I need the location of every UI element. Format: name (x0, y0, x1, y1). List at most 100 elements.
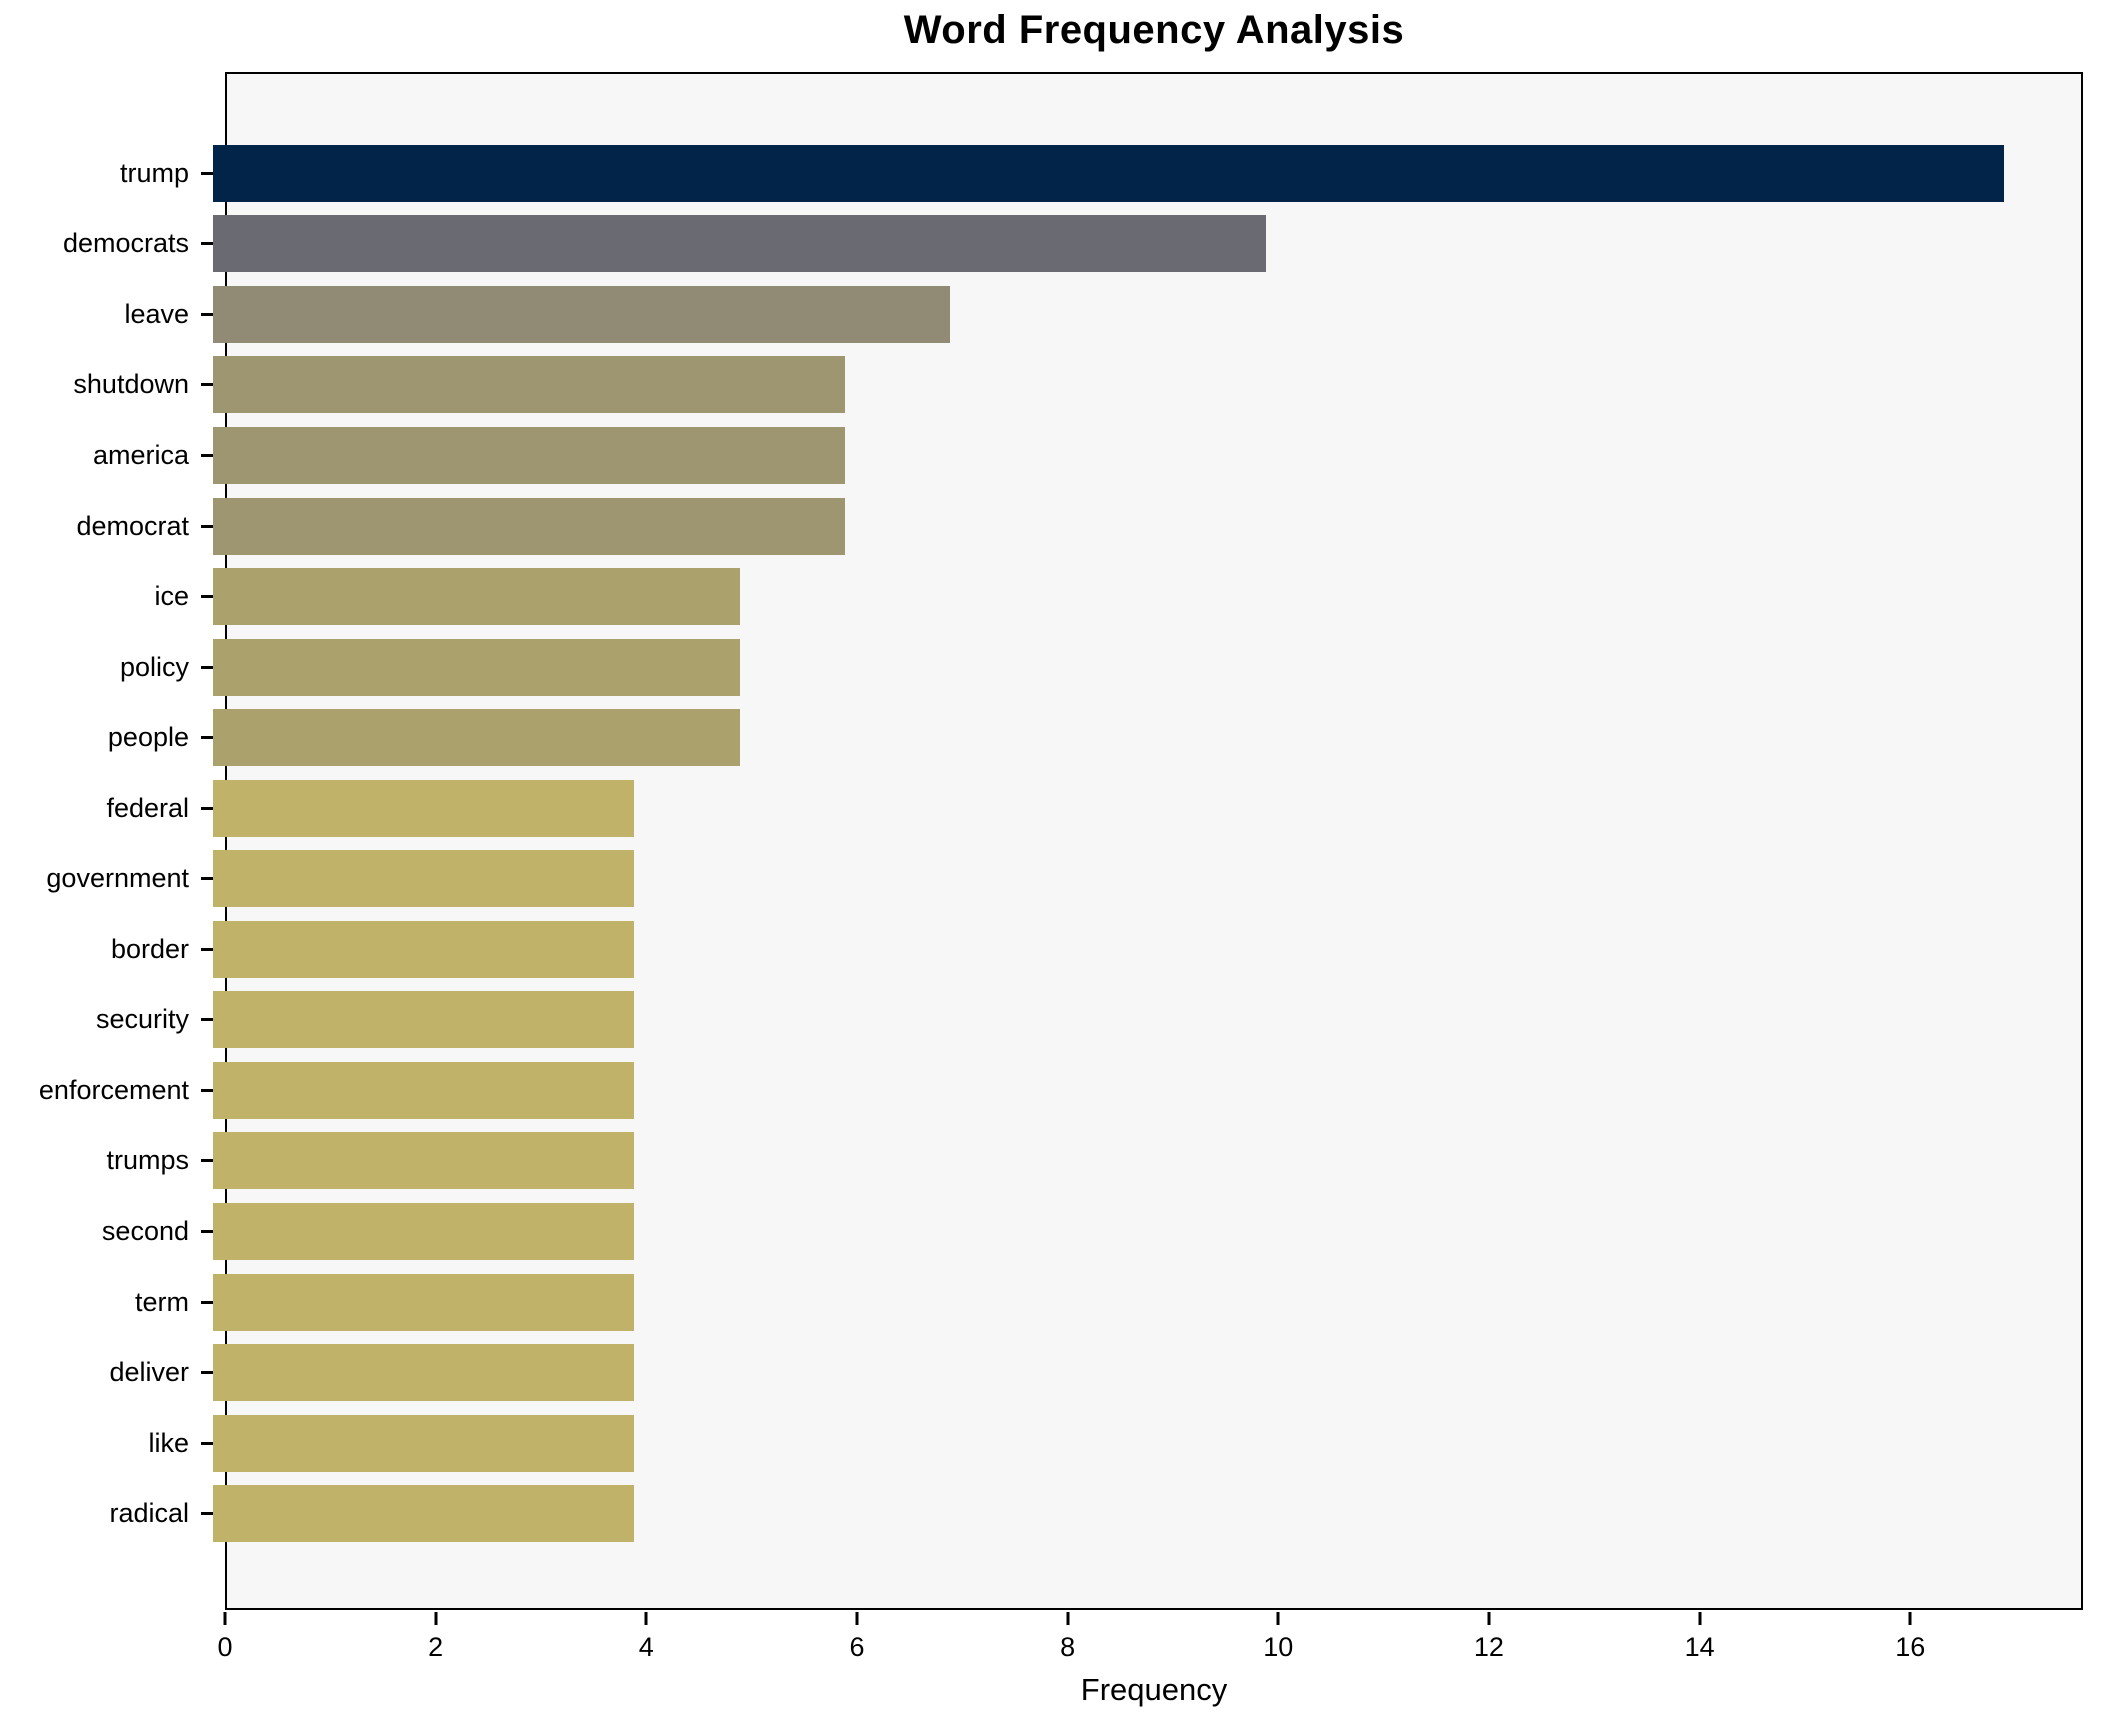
y-tick-label: leave (124, 298, 189, 329)
y-tick-mark (201, 383, 213, 387)
bar (213, 1061, 635, 1119)
bar (213, 779, 635, 837)
bar (213, 1202, 635, 1260)
x-tick-label: 8 (1060, 1632, 1076, 1662)
bar (213, 144, 2004, 202)
bar-row: federal (0, 773, 2083, 844)
y-tick-mark (201, 1512, 213, 1516)
y-tick-label: democrats (62, 228, 189, 259)
bar-row: trump (0, 138, 2083, 209)
bar (213, 1132, 635, 1190)
y-tick-mark (201, 877, 213, 881)
y-tick-label: enforcement (38, 1074, 189, 1105)
y-tick-mark (201, 1441, 213, 1445)
x-tick-mark (1698, 1612, 1702, 1625)
bar-row: border (0, 914, 2083, 985)
y-tick-mark (201, 947, 213, 951)
y-tick-mark (201, 1229, 213, 1233)
bar-row: second (0, 1196, 2083, 1267)
bar (213, 426, 845, 484)
bar (213, 709, 740, 767)
bar-track (213, 1337, 2071, 1408)
y-tick-mark (201, 524, 213, 528)
bar-track (213, 561, 2071, 632)
bar (213, 1414, 635, 1472)
y-tick-label: federal (106, 792, 189, 823)
bar-track (213, 279, 2071, 350)
bar-track (213, 702, 2071, 773)
x-tick-mark (1908, 1612, 1912, 1625)
x-tick-mark (434, 1612, 438, 1625)
y-tick-mark (201, 595, 213, 599)
y-tick-mark (201, 1018, 213, 1022)
bar-track (213, 1267, 2071, 1338)
bar (213, 638, 740, 696)
bar-track (213, 914, 2071, 985)
y-tick-label: trumps (106, 1145, 189, 1176)
bar (213, 215, 1267, 273)
bar (213, 1485, 635, 1543)
x-tick-mark (644, 1612, 648, 1625)
x-tick-label: 16 (1895, 1632, 1926, 1662)
y-tick-label: border (110, 933, 189, 964)
x-tick-label: 0 (217, 1632, 233, 1662)
y-tick-label: security (95, 1004, 189, 1035)
y-tick-mark (201, 171, 213, 175)
bar-track (213, 350, 2071, 421)
bar-row: like (0, 1408, 2083, 1479)
bar-track (213, 1478, 2071, 1549)
x-tick-label: 14 (1684, 1632, 1715, 1662)
y-tick-mark (201, 1088, 213, 1092)
bar-track (213, 632, 2071, 703)
x-tick-mark (1066, 1612, 1070, 1625)
bar (213, 920, 635, 978)
bar-row: radical (0, 1478, 2083, 1549)
y-tick-mark (201, 1371, 213, 1375)
x-tick-mark (1276, 1612, 1280, 1625)
bar-track (213, 138, 2071, 209)
bar-row: america (0, 420, 2083, 491)
y-tick-label: radical (109, 1498, 189, 1529)
y-tick-label: trump (119, 157, 189, 188)
bar-row: policy (0, 632, 2083, 703)
x-axis-title: Frequency (1080, 1672, 1228, 1707)
y-tick-mark (201, 453, 213, 457)
y-tick-label: deliver (109, 1357, 189, 1388)
y-tick-mark (201, 1159, 213, 1163)
bar-row: people (0, 702, 2083, 773)
bar-track (213, 209, 2071, 280)
y-tick-label: second (101, 1215, 189, 1246)
bar-track (213, 1126, 2071, 1197)
bar-track (213, 1055, 2071, 1126)
bar-row: democrats (0, 209, 2083, 280)
x-tick-label: 2 (428, 1632, 444, 1662)
bar-row: shutdown (0, 350, 2083, 421)
y-tick-label: shutdown (73, 369, 189, 400)
x-tick-label: 6 (849, 1632, 865, 1662)
bar-row: ice (0, 561, 2083, 632)
y-tick-label: government (46, 863, 189, 894)
y-tick-mark (201, 242, 213, 246)
x-tick-mark (855, 1612, 859, 1625)
y-tick-label: like (148, 1427, 189, 1458)
bar (213, 285, 951, 343)
x-tick-label: 4 (638, 1632, 654, 1662)
bar (213, 1344, 635, 1402)
x-tick-label: 12 (1473, 1632, 1504, 1662)
bar (213, 568, 740, 626)
y-tick-label: america (92, 439, 189, 470)
bar-track (213, 773, 2071, 844)
x-tick-label: 10 (1263, 1632, 1294, 1662)
bar-row: leave (0, 279, 2083, 350)
bar-row: term (0, 1267, 2083, 1338)
y-tick-label: people (107, 722, 189, 753)
x-tick-mark (1487, 1612, 1491, 1625)
bar (213, 356, 845, 414)
bar-row: deliver (0, 1337, 2083, 1408)
y-tick-label: term (135, 1286, 189, 1317)
bar-row: security (0, 985, 2083, 1056)
bar-row: enforcement (0, 1055, 2083, 1126)
bar (213, 991, 635, 1049)
bar-track (213, 843, 2071, 914)
